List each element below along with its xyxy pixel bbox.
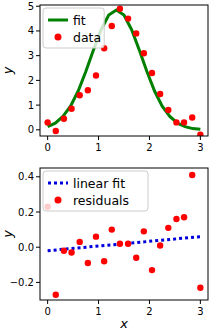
x-tick <box>47 136 48 140</box>
y-tick-label: 0.0 <box>18 242 34 253</box>
data-point <box>125 15 131 21</box>
data-point <box>109 226 115 232</box>
data-point <box>149 70 155 76</box>
data-point <box>101 258 107 264</box>
data-point <box>68 249 74 255</box>
plot-frame <box>40 168 208 300</box>
legend-label: fit <box>73 13 86 28</box>
y-tick-label: −0.2 <box>10 277 34 288</box>
data-point <box>133 30 139 36</box>
y-tick <box>36 105 40 106</box>
y-axis-label: y <box>0 230 15 239</box>
data-point <box>77 239 83 245</box>
data-point <box>189 114 195 120</box>
chart: 0 1 2 3 −0.2 0.0 0.2 0.4 y x linear fit residuals <box>0 168 208 330</box>
x-tick <box>149 300 150 304</box>
legend-line <box>48 19 68 22</box>
legend-marker <box>55 34 62 41</box>
y-tick-label: 3 <box>28 50 34 61</box>
data-point <box>117 240 123 246</box>
data-point <box>85 87 91 93</box>
x-tick-label: 0 <box>44 306 50 317</box>
data-point <box>157 91 163 97</box>
x-tick-label: 3 <box>197 142 203 153</box>
figure: 0 1 2 3 0 1 2 3 4 5 y fit data 0 1 2 3 −0.2 0.0 0.2 0.4 y x lin… <box>0 0 220 330</box>
y-axis-label: y <box>0 66 15 75</box>
data-point <box>117 6 123 12</box>
y-tick <box>36 282 40 283</box>
legend-marker <box>55 197 62 204</box>
x-tick-label: 0 <box>44 142 50 153</box>
data-point <box>181 214 187 220</box>
data-point <box>109 23 115 29</box>
data-point <box>85 260 91 266</box>
y-tick-label: 0.2 <box>18 207 34 218</box>
legend-line <box>48 182 68 185</box>
data-point <box>93 72 99 78</box>
y-tick <box>36 247 40 248</box>
data-point <box>181 119 187 125</box>
y-tick <box>36 129 40 130</box>
x-tick-label: 1 <box>95 306 101 317</box>
x-tick <box>47 300 48 304</box>
x-tick <box>98 136 99 140</box>
x-tick-label: 2 <box>146 142 152 153</box>
data-point <box>68 106 74 112</box>
legend: linear fit residuals <box>43 171 148 211</box>
data-point <box>93 233 99 239</box>
fit-line <box>48 237 201 251</box>
y-tick-label: 0 <box>28 124 34 135</box>
y-tick <box>36 212 40 213</box>
data-point <box>77 92 83 98</box>
data-point <box>165 225 171 231</box>
data-point <box>53 292 59 298</box>
data-point <box>173 216 179 222</box>
x-axis-label: x <box>119 316 128 330</box>
data-point <box>133 255 139 261</box>
y-tick-label: 1 <box>28 100 34 111</box>
data-point <box>61 115 67 121</box>
legend-label: residuals <box>73 193 129 208</box>
data-point <box>173 119 179 125</box>
data-point <box>141 228 147 234</box>
y-tick <box>36 6 40 7</box>
data-point <box>197 132 203 136</box>
legend-box <box>43 8 104 48</box>
y-tick <box>36 176 40 177</box>
plot-frame <box>40 5 208 136</box>
x-tick <box>149 136 150 140</box>
x-tick-label: 3 <box>197 306 203 317</box>
data-point <box>157 242 163 248</box>
data-point <box>44 119 50 125</box>
data-point <box>141 50 147 56</box>
legend-box <box>43 171 148 211</box>
legend: fit data <box>43 8 104 48</box>
y-tick-label: 4 <box>28 25 34 36</box>
data-point <box>125 240 131 246</box>
x-tick <box>98 300 99 304</box>
x-tick <box>200 136 201 140</box>
y-tick-label: 5 <box>28 1 34 12</box>
data-point <box>53 128 59 134</box>
x-tick-label: 2 <box>146 306 152 317</box>
data-point <box>165 107 171 113</box>
y-tick-label: 0.4 <box>18 171 34 182</box>
legend-label: linear fit <box>73 176 125 191</box>
x-tick <box>200 300 201 304</box>
chart: 0 1 2 3 0 1 2 3 4 5 y fit data <box>0 1 208 153</box>
data-point <box>149 267 155 273</box>
data-point <box>189 172 195 178</box>
legend-label: data <box>73 30 101 45</box>
y-tick <box>36 55 40 56</box>
data-point <box>197 284 203 290</box>
y-tick-label: 2 <box>28 75 34 86</box>
y-tick <box>36 80 40 81</box>
x-tick-label: 1 <box>95 142 101 153</box>
y-tick <box>36 30 40 31</box>
data-point <box>61 248 67 254</box>
